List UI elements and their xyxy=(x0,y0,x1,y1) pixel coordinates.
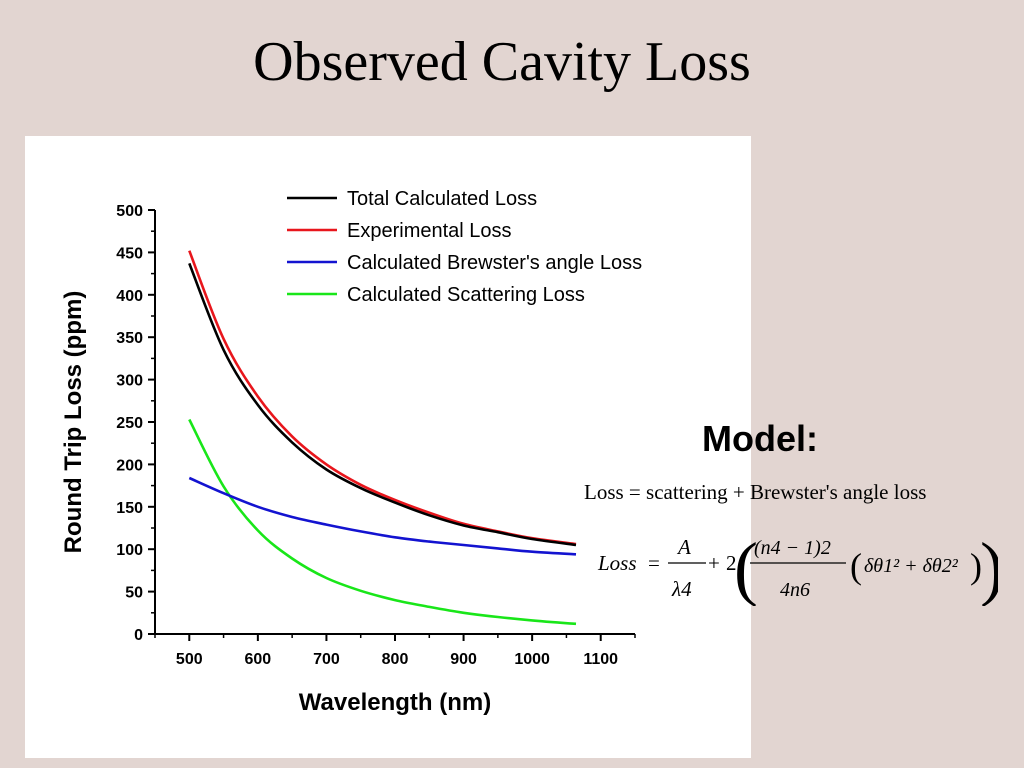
x-tick-label: 1100 xyxy=(583,651,618,668)
x-tick-label: 1000 xyxy=(514,651,550,668)
loss-chart: 0 50 100 150 200 250 300 350 400 450 500 500 600 700 8… xyxy=(60,188,642,716)
y-tick-label: 50 xyxy=(125,585,143,602)
series-line-total-calculated-loss xyxy=(188,262,577,547)
y-tick-label: 350 xyxy=(116,330,143,347)
y-tick-label: 250 xyxy=(116,415,143,432)
y-axis-label: Round Trip Loss (ppm) xyxy=(60,291,87,554)
series-line-calculated-scattering-loss xyxy=(188,418,577,626)
formula-lhs: Loss xyxy=(597,551,637,575)
formula-term2-denominator: 4n6 xyxy=(780,579,810,601)
loss-formula: Loss = A λ4 + 2 ( (n4 − 1)2 4n6 ( δθ1² +… xyxy=(597,528,998,606)
legend-label-experimental-loss: Experimental Loss xyxy=(347,220,512,242)
y-tick-label: 300 xyxy=(116,373,143,390)
y-tick-label: 100 xyxy=(116,542,143,559)
x-tick-label: 700 xyxy=(313,651,340,668)
formula-term1-numerator: A xyxy=(676,535,691,559)
model-equation-text: Loss = scattering + Brewster's angle los… xyxy=(584,480,927,504)
y-tick-label: 400 xyxy=(116,288,143,305)
legend-label-total-calculated-loss: Total Calculated Loss xyxy=(347,188,537,210)
formula-left-paren: ( xyxy=(734,528,758,606)
legend-label-calculated-scattering-loss: Calculated Scattering Loss xyxy=(347,284,585,306)
x-axis-label: Wavelength (nm) xyxy=(299,689,491,716)
x-tick-label: 500 xyxy=(176,651,203,668)
x-tick-label: 800 xyxy=(382,651,409,668)
formula-term2-numerator: (n4 − 1)2 xyxy=(754,537,831,559)
y-tick-label: 0 xyxy=(134,627,143,644)
slide-title: Observed Cavity Loss xyxy=(253,31,751,93)
formula-term1-denominator: λ4 xyxy=(671,577,692,601)
model-title: Model: xyxy=(702,418,818,459)
formula-inner-right-paren: ) xyxy=(970,546,982,586)
formula-angle-terms: δθ1² + δθ2² xyxy=(864,555,959,577)
chart-panel: 0 50 100 150 200 250 300 350 400 450 500 500 600 700 8… xyxy=(25,136,751,758)
y-tick-label: 150 xyxy=(116,500,143,517)
x-tick-label: 600 xyxy=(245,651,272,668)
formula-inner-left-paren: ( xyxy=(850,546,862,586)
y-tick-label: 500 xyxy=(116,203,143,220)
y-tick-label: 450 xyxy=(116,245,143,262)
y-tick-label: 200 xyxy=(116,457,143,474)
legend-label-calculated-brewster-s-angle-loss: Calculated Brewster's angle Loss xyxy=(347,252,642,274)
formula-equals: = xyxy=(648,551,660,575)
formula-plus: + xyxy=(708,551,720,575)
formula-right-paren: ) xyxy=(980,528,998,606)
x-tick-label: 900 xyxy=(450,651,477,668)
series-line-calculated-brewster-s-angle-loss xyxy=(188,476,577,556)
formula-coefficient: 2 xyxy=(726,551,737,575)
